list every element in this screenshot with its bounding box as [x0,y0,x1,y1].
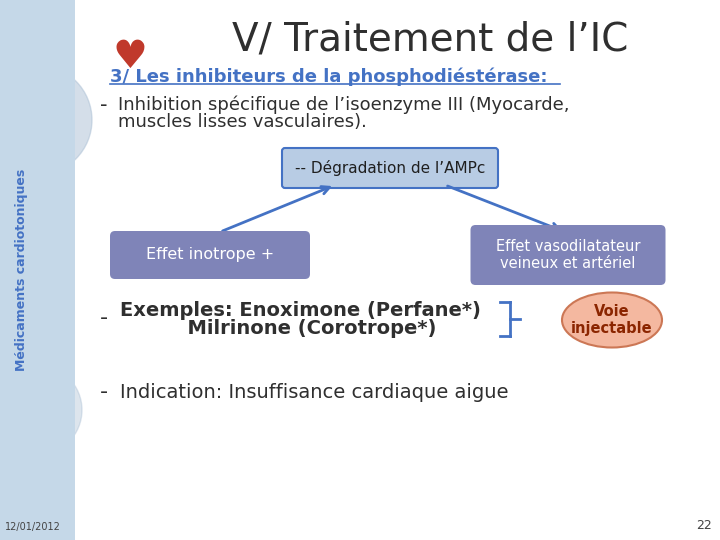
FancyBboxPatch shape [470,225,665,285]
Text: Inhibition spécifique de l’isoenzyme III (Myocarde,: Inhibition spécifique de l’isoenzyme III… [118,96,570,114]
Text: V/ Traitement de l’IC: V/ Traitement de l’IC [232,21,628,59]
Text: Effet inotrope +: Effet inotrope + [146,247,274,262]
Text: Milrinone (Corotrope*): Milrinone (Corotrope*) [120,319,436,338]
Text: Effet vasodilatateur
veineux et artériel: Effet vasodilatateur veineux et artériel [496,239,640,271]
Text: ♥: ♥ [112,38,147,76]
FancyBboxPatch shape [282,148,498,188]
Text: muscles lisses vasculaires).: muscles lisses vasculaires). [118,113,367,131]
Ellipse shape [562,293,662,348]
Text: -- Dégradation de l’AMPc: -- Dégradation de l’AMPc [294,160,485,176]
Text: Médicaments cardiotoniques: Médicaments cardiotoniques [16,169,29,371]
FancyBboxPatch shape [0,0,75,540]
Text: -: - [100,308,108,328]
Text: Voie
injectable: Voie injectable [571,304,653,336]
Circle shape [0,365,82,455]
Circle shape [0,65,92,175]
Text: Exemples: Enoximone (Perfane*): Exemples: Enoximone (Perfane*) [120,300,481,320]
Text: -: - [100,95,107,115]
Text: 3/ Les inhibiteurs de la phosphodiéstérase:: 3/ Les inhibiteurs de la phosphodiéstéra… [110,68,547,86]
FancyBboxPatch shape [110,231,310,279]
Text: 22: 22 [696,519,712,532]
Text: Indication: Insuffisance cardiaque aigue: Indication: Insuffisance cardiaque aigue [120,382,508,402]
Text: -: - [100,382,108,402]
Text: 12/01/2012: 12/01/2012 [5,522,61,532]
